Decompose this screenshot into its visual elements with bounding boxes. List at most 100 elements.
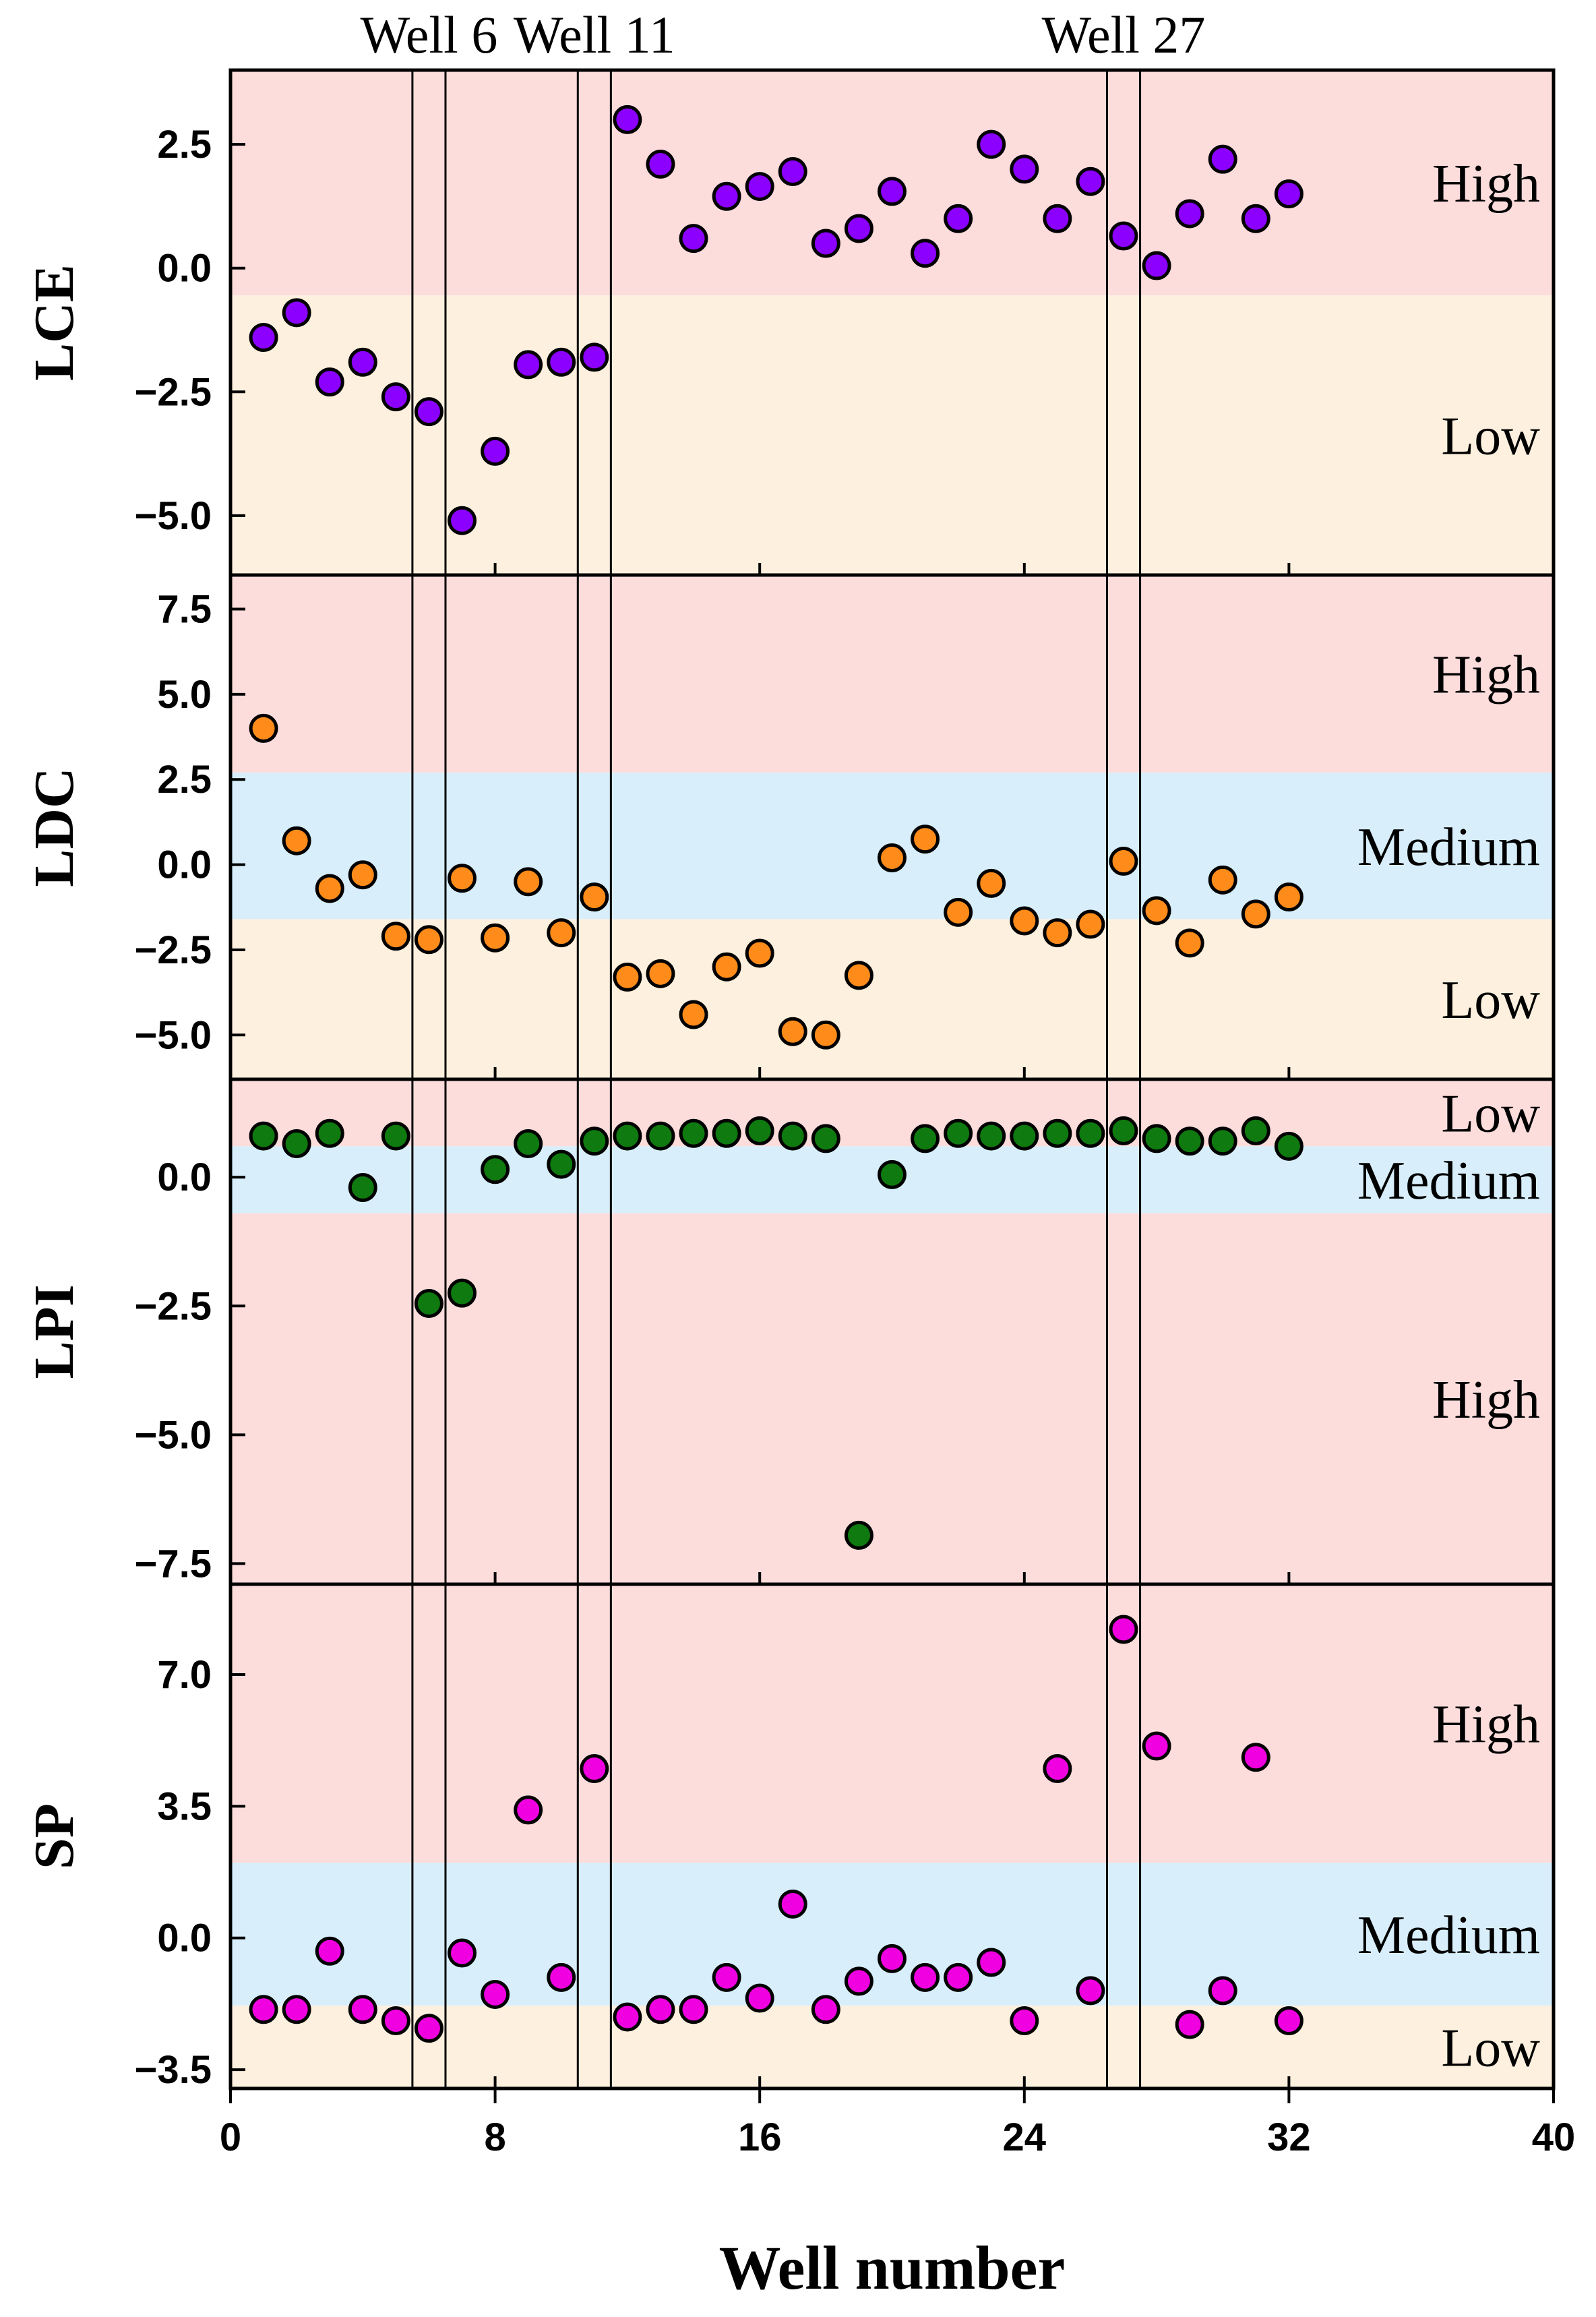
sp-point [414,2014,443,2043]
ldc-point [282,826,311,855]
sp-band-label-low: Low [1441,2019,1540,2078]
ldc-point [844,961,873,990]
lce-point [613,104,642,134]
lce-y-tick-label: 0.0 [157,247,212,291]
ldc-point [1241,899,1270,929]
ldc-point [414,925,443,955]
x-axis-tick-label: 24 [1003,2115,1047,2159]
ldc-point [348,860,377,890]
sp-y-tick-label: 0.0 [157,1917,212,1960]
ldc-point [580,882,609,912]
sp-point [547,1962,576,1992]
panel-lce: −5.0 −2.5 0.0 2.5 High Low LCE [23,68,1556,577]
lce-point [1109,221,1138,251]
lpi-point [282,1129,311,1159]
lpi-point [414,1288,443,1318]
lpi-point [1241,1116,1270,1145]
ldc-y-axis-label: LDC [23,767,86,886]
lpi-point [1076,1118,1105,1148]
ldc-point [878,843,907,872]
x-axis-tick-label: 0 [220,2115,241,2159]
sp-point [1142,1731,1171,1761]
lpi-point [348,1173,377,1202]
ldc-well-lines [411,575,1142,1079]
lpi-point [481,1155,510,1184]
lpi-point [911,1124,940,1153]
lpi-point [844,1520,873,1550]
lpi-point [1208,1126,1237,1156]
sp-point [613,2002,642,2032]
ldc-band-label-low: Low [1441,971,1540,1030]
sp-band-low [231,2006,1554,2088]
sp-frame [228,1582,1556,2090]
sp-point [911,1962,940,1992]
ldc-point [911,824,940,854]
lce-point [844,214,873,243]
lpi-y-tick-label: 0.0 [157,1155,212,1199]
lpi-point [580,1126,609,1156]
lpi-band-label-medium: Medium [1357,1151,1540,1211]
lce-point [878,177,907,206]
ldc-point [547,918,576,948]
sp-y-tick-label: −3.5 [135,2048,212,2092]
lce-point [1208,144,1237,174]
sp-point [811,1995,840,2024]
lce-point [348,347,377,377]
lce-point [381,382,410,412]
ldc-band-low [231,919,1554,1079]
sp-point [944,1962,973,1992]
ldc-point [778,1017,807,1046]
ldc-point [745,938,774,968]
x-axis-tick-label: 32 [1267,2115,1311,2159]
sp-point [712,1962,741,1992]
lce-points [249,104,1303,535]
sp-y-axis-label: SP [23,1803,86,1869]
sp-point [381,2006,410,2036]
lpi-point [448,1278,477,1308]
lce-well-lines [411,70,1142,575]
sp-band-label-high: High [1432,1695,1540,1755]
ldc-y-tick-label: −5.0 [135,1013,212,1057]
lce-point [911,239,940,268]
sp-well-lines [411,1584,1142,2088]
lpi-point [315,1118,344,1148]
ldc-band-labels: High Medium Low [1357,646,1540,1031]
panel-ldc: −5.0 −2.5 0.0 2.5 5.0 7.5 High Medium Low LDC [23,573,1556,1081]
lpi-y-tick-label: −2.5 [135,1284,212,1328]
lpi-point [1109,1116,1138,1145]
lpi-point [679,1118,708,1148]
lpi-band-high [231,1213,1554,1584]
ldc-point [944,897,973,927]
panel-sp: −3.5 0.0 3.5 7.0 High Medium Low SP [23,1582,1556,2092]
lce-point [1076,167,1105,196]
sp-point [778,1889,807,1919]
sp-bands [231,1584,1554,2088]
lpi-point [249,1121,278,1151]
lce-point [547,347,576,377]
ldc-point [448,864,477,893]
well-labels: Well 6 Well 11 Well 27 [361,5,1206,64]
sp-point [1043,1754,1072,1784]
lpi-point [1142,1124,1171,1153]
sp-point [878,1944,907,1973]
sp-band-medium [231,1863,1554,2006]
lpi-point [381,1121,410,1151]
lce-point [1010,154,1039,184]
sp-points [249,1615,1303,2043]
x-axis-tick-label: 40 [1532,2115,1576,2159]
sp-point [282,1995,311,2024]
lce-point [944,204,973,233]
ldc-point [1274,882,1303,912]
lpi-point [1175,1126,1204,1156]
lce-band-label-low: Low [1441,407,1540,467]
lce-point [811,229,840,258]
ldc-y-tick-label: −2.5 [135,928,212,972]
lpi-point [811,1124,840,1153]
panel-lpi: −7.5 −5.0 −2.5 0.0 Low Medium High LPI [23,1077,1556,1586]
lce-band-low [231,295,1554,575]
lpi-y-tick-label: −5.0 [135,1413,212,1457]
ldc-point [249,713,278,743]
sp-point [646,1995,675,2024]
sp-band-labels: High Medium Low [1357,1695,1540,2078]
